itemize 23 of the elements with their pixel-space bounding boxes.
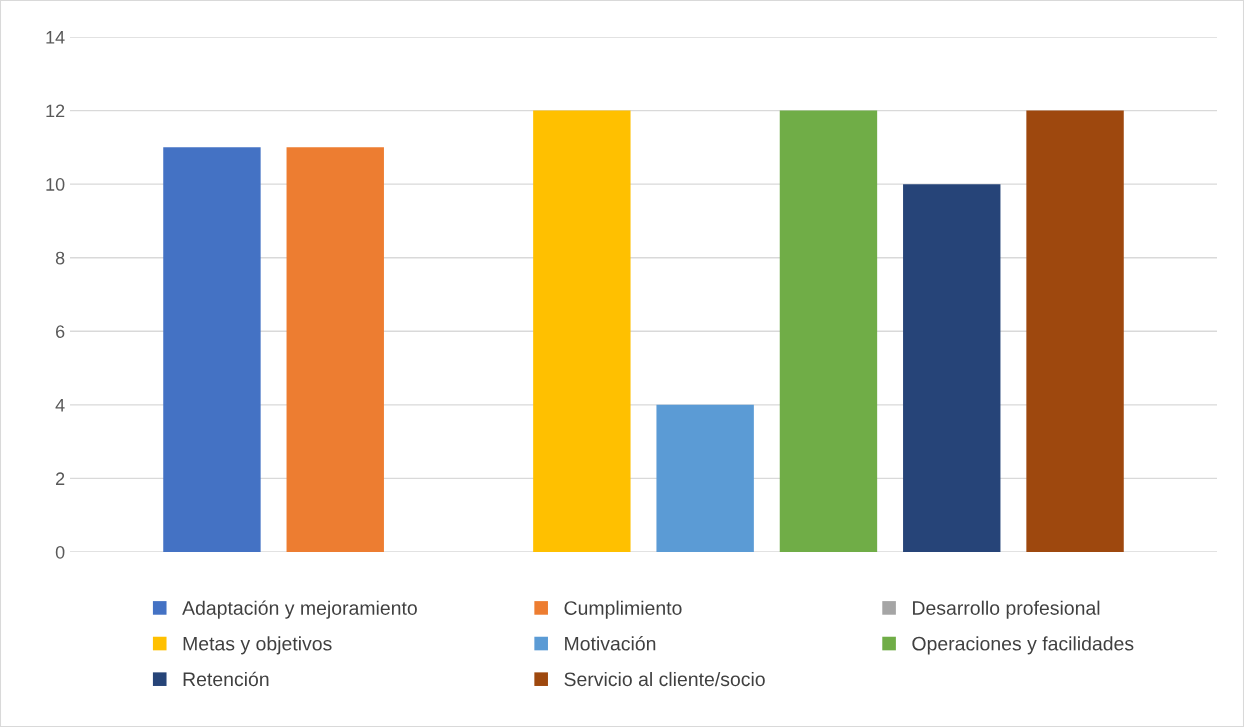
bar (656, 404, 754, 552)
y-tick-label: 0 (55, 545, 65, 559)
bar (903, 184, 1001, 552)
legend-label: Metas y objetivos (183, 636, 332, 655)
legend-label: Retención (183, 671, 269, 687)
bar (286, 147, 384, 552)
bar (163, 147, 261, 552)
legend-label: Cumplimiento (564, 600, 682, 619)
y-tick-label: 14 (46, 31, 65, 44)
legend-label: Motivación (565, 636, 656, 651)
legend-label: Adaptación y mejoramiento (182, 600, 417, 619)
legend-label: Desarrollo profesional (913, 600, 1100, 619)
bar (779, 110, 878, 552)
bar (1026, 110, 1124, 552)
y-tick-label: 4 (55, 398, 65, 412)
y-tick-label: 12 (46, 104, 65, 118)
legend-label: Servicio al cliente/socio (564, 671, 765, 687)
y-tick-label: 2 (56, 472, 65, 485)
bar (533, 110, 631, 552)
y-tick-label: 10 (46, 178, 65, 191)
legend-label: Operaciones y facilidades (912, 636, 1134, 655)
y-tick-label: 6 (56, 325, 65, 339)
y-tick-label: 8 (55, 251, 65, 265)
